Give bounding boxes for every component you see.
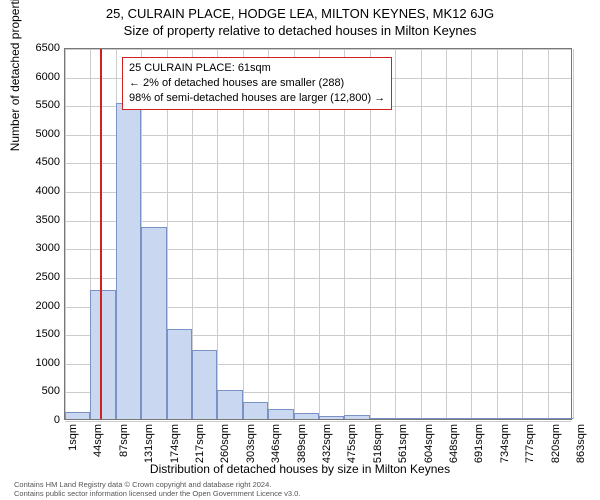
histogram-bar (192, 350, 217, 419)
page-title-line2: Size of property relative to detached ho… (0, 21, 600, 38)
xtick-label: 432sqm (321, 424, 333, 474)
annotation-line: 25 CULRAIN PLACE: 61sqm (129, 61, 385, 76)
histogram-bar (116, 103, 141, 419)
histogram-bar (395, 418, 420, 419)
ytick-label: 5000 (24, 128, 60, 140)
histogram-bar (421, 418, 446, 419)
ytick-label: 1000 (24, 357, 60, 369)
ytick-label: 0 (24, 414, 60, 426)
ytick-label: 2000 (24, 300, 60, 312)
xtick-label: 777sqm (524, 424, 536, 474)
ytick-label: 3000 (24, 242, 60, 254)
xtick-label: 604sqm (423, 424, 435, 474)
gridline-v (471, 49, 472, 419)
chart-plot-area: 25 CULRAIN PLACE: 61sqm← 2% of detached … (64, 48, 572, 420)
footer-attribution: Contains HM Land Registry data © Crown c… (14, 480, 300, 498)
ytick-label: 4000 (24, 185, 60, 197)
ytick-label: 6000 (24, 71, 60, 83)
xtick-label: 389sqm (296, 424, 308, 474)
histogram-bar (90, 290, 115, 419)
xtick-label: 131sqm (143, 424, 155, 474)
ytick-label: 6500 (24, 42, 60, 54)
xtick-label: 648sqm (448, 424, 460, 474)
ytick-label: 2500 (24, 271, 60, 283)
histogram-bar (141, 227, 166, 419)
histogram-bar (319, 416, 344, 419)
y-axis-label: Number of detached properties (8, 0, 22, 151)
xtick-label: 820sqm (550, 424, 562, 474)
xtick-label: 217sqm (194, 424, 206, 474)
histogram-bar (268, 409, 293, 419)
gridline-v (522, 49, 523, 419)
histogram-bar (497, 418, 522, 419)
xtick-label: 475sqm (346, 424, 358, 474)
histogram-bar (370, 418, 395, 419)
xtick-label: 1sqm (67, 424, 79, 474)
gridline-v (573, 49, 574, 419)
histogram-bar (548, 418, 573, 419)
annotation-box: 25 CULRAIN PLACE: 61sqm← 2% of detached … (122, 57, 392, 110)
xtick-label: 518sqm (372, 424, 384, 474)
page-title-line1: 25, CULRAIN PLACE, HODGE LEA, MILTON KEY… (0, 0, 600, 21)
xtick-label: 260sqm (219, 424, 231, 474)
histogram-bar (471, 418, 496, 419)
histogram-bar (167, 329, 192, 419)
xtick-label: 346sqm (270, 424, 282, 474)
xtick-label: 691sqm (473, 424, 485, 474)
histogram-bar (344, 415, 369, 419)
histogram-bar (217, 390, 242, 419)
ytick-label: 4500 (24, 156, 60, 168)
gridline-v (421, 49, 422, 419)
ytick-label: 1500 (24, 328, 60, 340)
xtick-label: 174sqm (169, 424, 181, 474)
gridline-v (395, 49, 396, 419)
gridline-v (497, 49, 498, 419)
gridline-v (548, 49, 549, 419)
property-marker-line (100, 49, 102, 419)
gridline-h (65, 421, 571, 422)
histogram-bar (522, 418, 547, 419)
histogram-bar (446, 418, 471, 419)
ytick-label: 3500 (24, 214, 60, 226)
histogram-bar (243, 402, 268, 419)
histogram-bar (294, 413, 319, 419)
xtick-label: 863sqm (575, 424, 587, 474)
xtick-label: 561sqm (397, 424, 409, 474)
ytick-label: 500 (24, 385, 60, 397)
gridline-v (65, 49, 66, 419)
xtick-label: 44sqm (92, 424, 104, 474)
xtick-label: 734sqm (499, 424, 511, 474)
xtick-label: 87sqm (118, 424, 130, 474)
annotation-line: ← 2% of detached houses are smaller (288… (129, 76, 385, 91)
ytick-label: 5500 (24, 99, 60, 111)
annotation-line: 98% of semi-detached houses are larger (… (129, 91, 385, 106)
gridline-v (446, 49, 447, 419)
footer-line2: Contains public sector information licen… (14, 489, 300, 498)
footer-line1: Contains HM Land Registry data © Crown c… (14, 480, 300, 489)
histogram-bar (65, 412, 90, 419)
xtick-label: 303sqm (245, 424, 257, 474)
